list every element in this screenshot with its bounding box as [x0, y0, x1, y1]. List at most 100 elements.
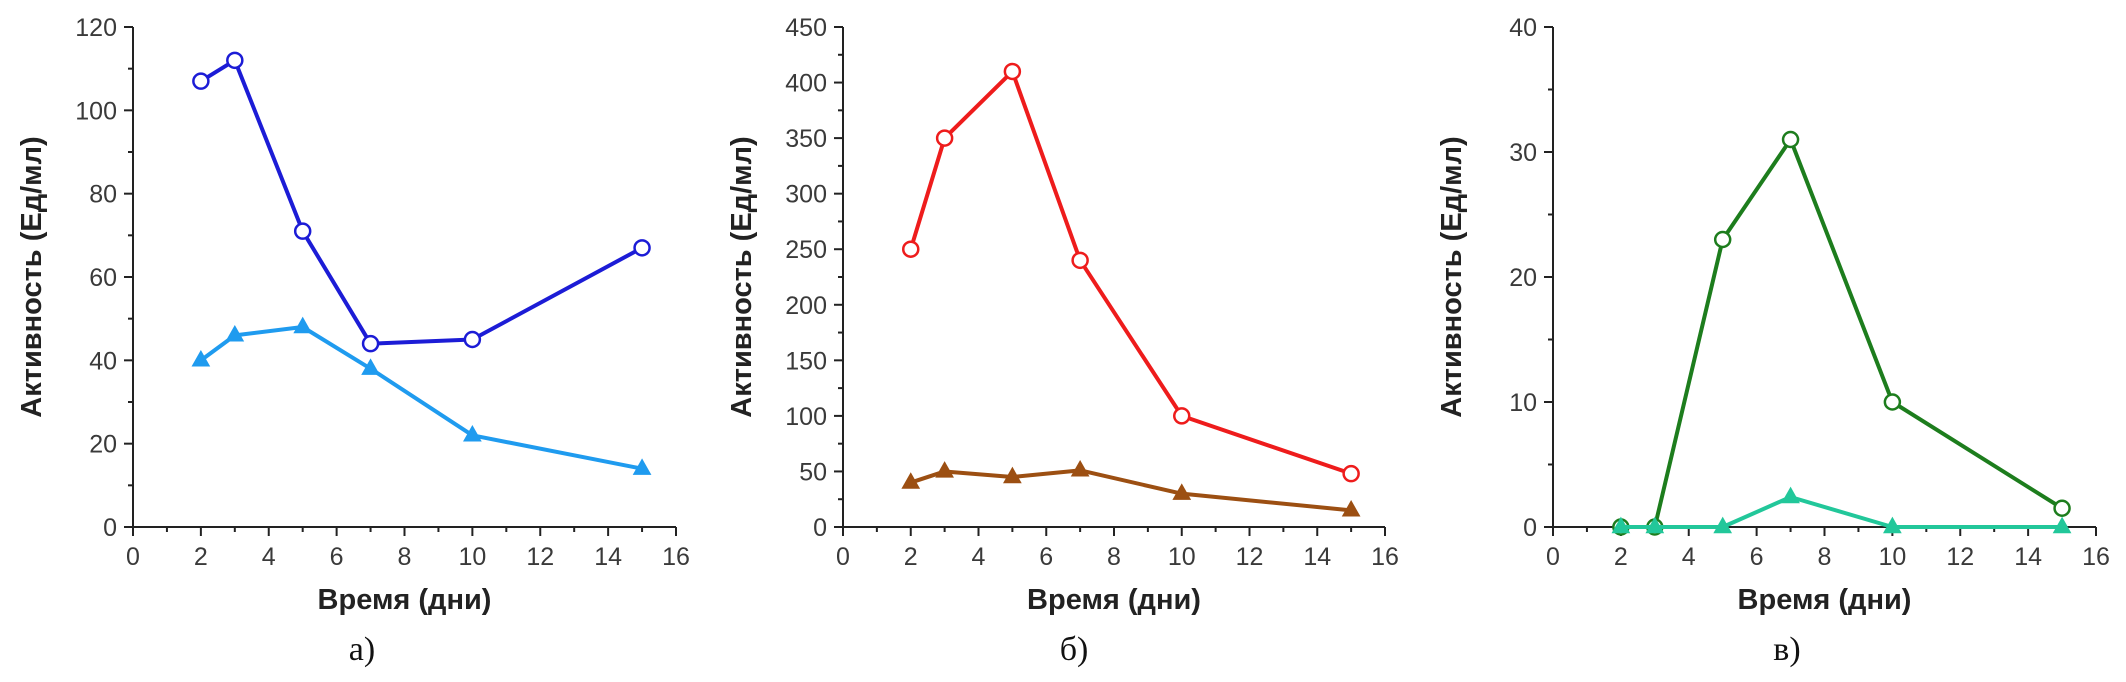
x-tick-label: 10: [458, 543, 486, 571]
x-tick-label: 14: [1303, 543, 1331, 571]
data-point-triangle: [1883, 516, 1902, 534]
series-line: [1620, 495, 2063, 529]
x-tick-label: 14: [594, 543, 622, 571]
series-circle: [902, 62, 1360, 483]
y-tick-label: 300: [785, 181, 827, 209]
y-tick-label: 350: [785, 125, 827, 153]
x-tick-label: 6: [1039, 543, 1053, 571]
data-point-triangle: [1003, 466, 1022, 484]
data-point-circle: [226, 51, 244, 70]
y-tick-label: 450: [785, 14, 827, 42]
x-tick-label: 8: [1107, 543, 1121, 571]
x-tick-label: 2: [1614, 543, 1628, 571]
x-axis-title: Время (дни): [318, 584, 492, 616]
chart-panel-3: 0 10 20 30 40 0 2 4 6 8 10 12 14 16 Время (дни) Активно…: [1436, 14, 2110, 668]
data-point-triangle: [225, 325, 245, 342]
data-point-circle: [463, 330, 482, 349]
data-point-triangle: [1781, 486, 1800, 504]
data-point-triangle: [293, 316, 313, 334]
data-point-circle: [1883, 393, 1902, 411]
data-point-circle: [1071, 251, 1089, 270]
data-point-triangle: [1713, 516, 1733, 534]
x-tick-label: 16: [1371, 543, 1399, 571]
x-tick-label: 10: [1878, 543, 1906, 571]
y-tick-label: 0: [813, 514, 827, 542]
y-axis-title: Активность (Ед/мл): [16, 136, 48, 417]
x-tick-label: 14: [2014, 543, 2042, 571]
x-axis-title: Время (дни): [1027, 584, 1201, 616]
data-point-triangle: [1611, 516, 1631, 534]
series-line: [199, 58, 644, 346]
chart-panel-2: 0 50 100 150 200 250 300 350 400 450 0 2 4 6 8 10 12 14 16…: [726, 14, 1399, 668]
series-line: [910, 468, 1352, 513]
data-point-triangle: [2052, 516, 2072, 534]
series-line: [908, 69, 1352, 476]
y-tick-label: 0: [1523, 514, 1537, 542]
x-tick-label: 4: [1682, 543, 1696, 571]
data-point-triangle: [935, 461, 954, 478]
data-point-triangle: [1645, 516, 1665, 534]
data-point-triangle: [632, 458, 652, 475]
y-axis-title: Активность (Ед/мл): [726, 136, 758, 417]
x-tick-label: 2: [194, 543, 208, 571]
x-tick-label: 6: [1750, 543, 1764, 571]
data-point-circle: [1781, 130, 1800, 149]
y-tick-label: 30: [1509, 139, 1537, 167]
panel-label: в): [1773, 631, 1800, 668]
series-triangle: [901, 460, 1361, 517]
y-tick-label: 120: [75, 14, 117, 42]
x-tick-label: 0: [836, 543, 850, 571]
y-tick-label: 40: [89, 347, 117, 375]
series-line: [1620, 137, 2064, 529]
data-point-triangle: [1070, 460, 1090, 477]
series-triangle: [1611, 486, 2072, 534]
data-point-circle: [1173, 407, 1191, 425]
data-point-circle: [935, 129, 954, 147]
y-tick-label: 20: [1509, 264, 1537, 292]
data-point-triangle: [1172, 483, 1192, 500]
data-point-triangle: [191, 350, 211, 367]
y-tick-label: 60: [89, 264, 117, 292]
y-tick-label: 100: [785, 403, 827, 431]
y-tick-label: 150: [785, 347, 827, 375]
data-point-circle: [192, 72, 210, 90]
x-tick-label: 10: [1168, 543, 1196, 571]
y-tick-label: 20: [89, 431, 117, 459]
y-tick-label: 200: [785, 292, 827, 320]
data-point-circle: [1342, 464, 1360, 483]
series-circle: [1612, 130, 2071, 536]
y-tick-label: 250: [785, 236, 827, 264]
y-tick-label: 0: [103, 514, 117, 542]
data-point-triangle: [901, 472, 921, 489]
x-axis-title: Время (дни): [1738, 584, 1912, 616]
data-point-triangle: [361, 358, 380, 375]
series-line: [199, 325, 643, 471]
data-point-circle: [1003, 62, 1022, 81]
y-tick-label: 40: [1509, 14, 1537, 42]
y-tick-label: 10: [1509, 389, 1537, 417]
x-tick-label: 2: [904, 543, 918, 571]
y-tick-label: 100: [75, 97, 117, 125]
data-point-triangle: [463, 425, 482, 442]
x-tick-label: 0: [1546, 543, 1560, 571]
data-point-circle: [293, 222, 312, 240]
y-tick-label: 80: [89, 181, 117, 209]
x-tick-label: 6: [330, 543, 344, 571]
data-point-circle: [633, 239, 651, 257]
data-point-circle: [361, 334, 380, 353]
x-tick-label: 4: [262, 543, 276, 571]
x-tick-label: 12: [1236, 543, 1264, 571]
chart-panel-1: 0 20 40 60 80 100 120 0 2 4 6 8 10 12 14 16 Время (дни) А…: [16, 14, 690, 668]
x-tick-label: 12: [1946, 543, 1974, 571]
x-tick-label: 16: [2082, 543, 2110, 571]
x-tick-label: 12: [526, 543, 554, 571]
panel-label: б): [1060, 631, 1089, 668]
x-tick-label: 16: [662, 543, 690, 571]
x-tick-label: 8: [398, 543, 412, 571]
data-point-circle: [902, 240, 920, 258]
series-triangle: [191, 316, 652, 475]
data-point-triangle: [1341, 500, 1361, 517]
y-axis-title: Активность (Ед/мл): [1436, 136, 1468, 417]
data-point-circle: [2053, 499, 2071, 517]
